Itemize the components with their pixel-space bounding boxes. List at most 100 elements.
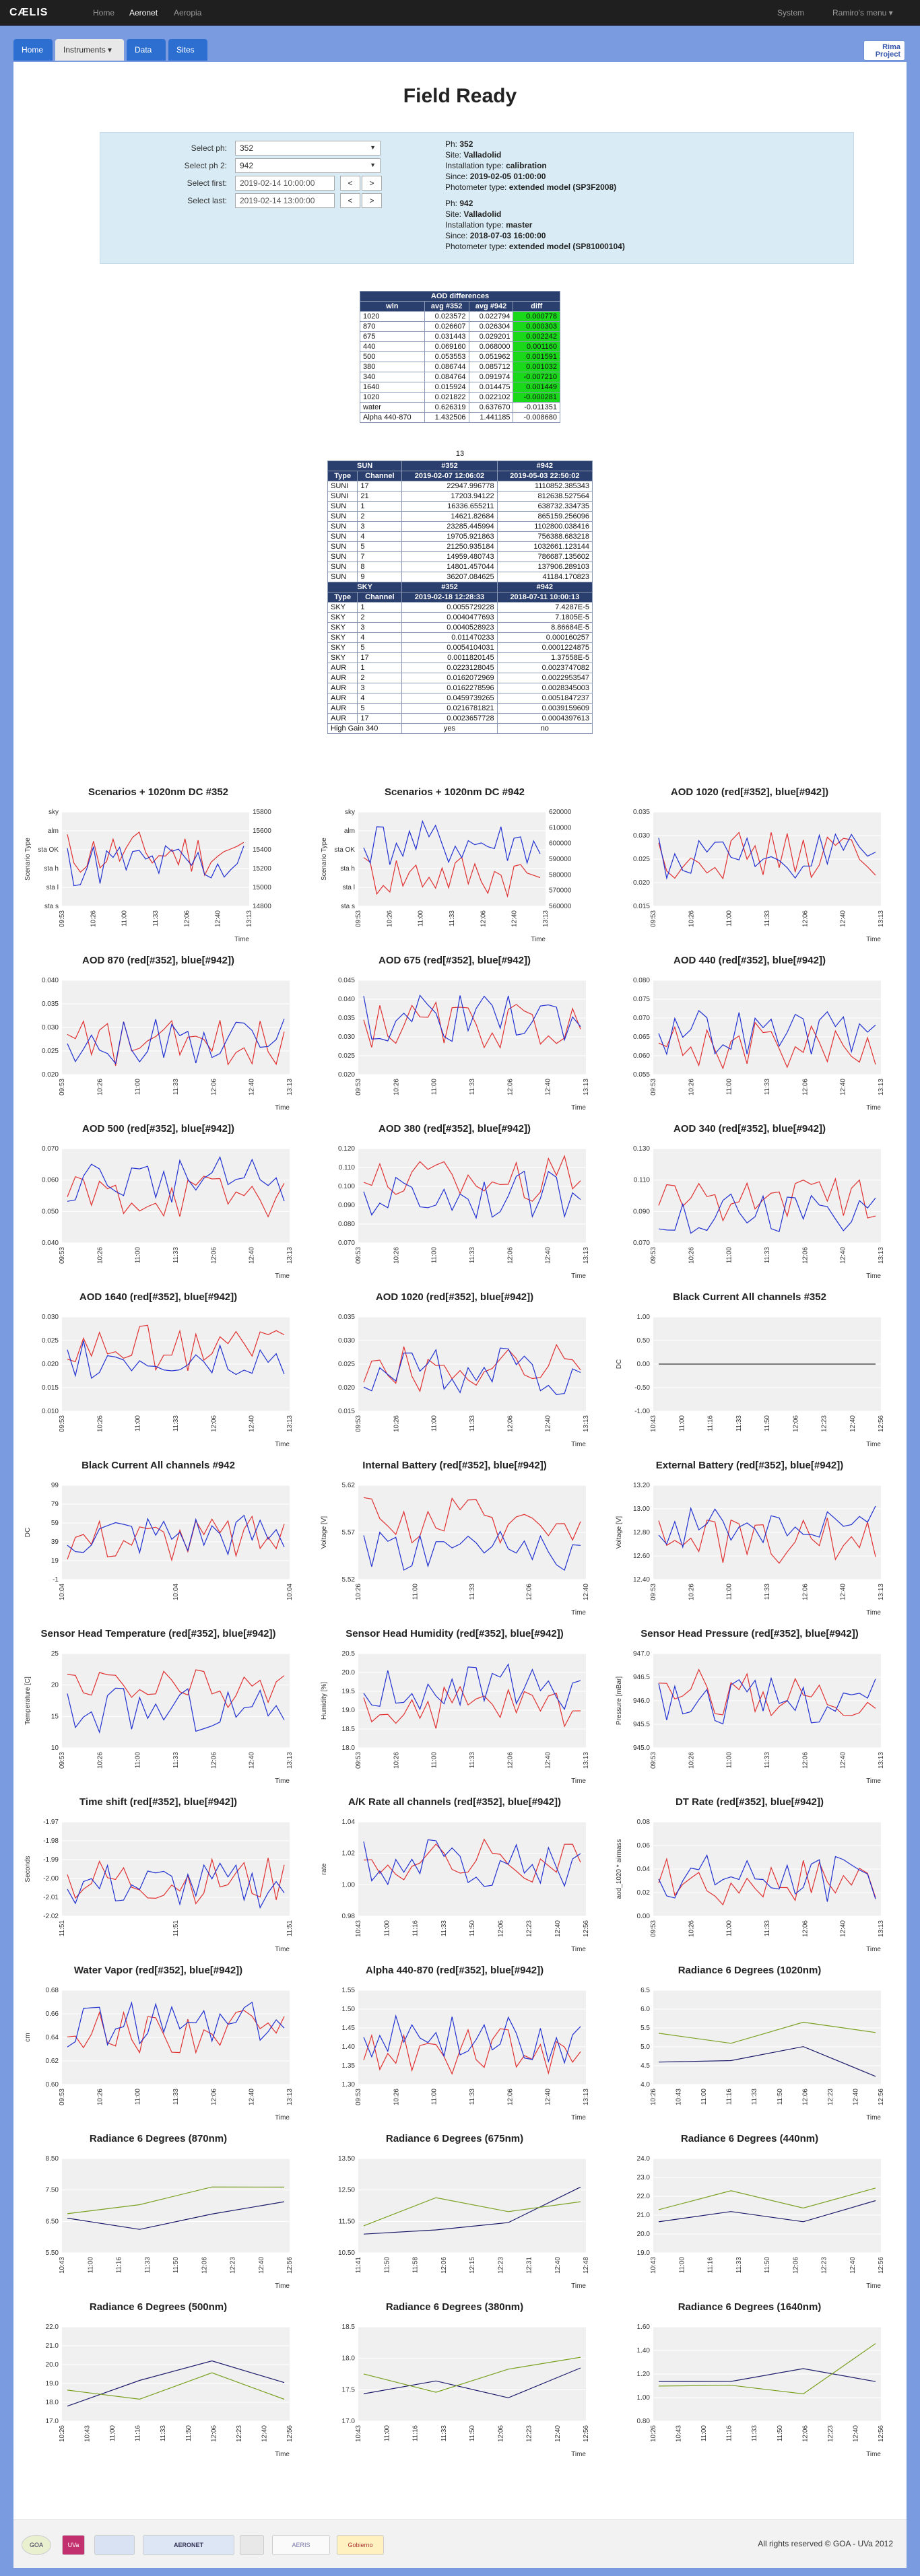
table-row: SUN 5 21250.935184 1032661.123144 <box>327 541 593 552</box>
x-tick-label: 09:53 <box>355 910 362 927</box>
y-tick-label: 0.66 <box>46 2010 59 2018</box>
column-header: #352 <box>401 461 498 471</box>
table-cell: 500 <box>360 351 425 362</box>
tab-home[interactable]: Home <box>13 39 53 61</box>
y-tick-label: 4.0 <box>640 2081 650 2089</box>
series-line-942 <box>67 1862 285 1909</box>
table-cell: 0.001591 <box>513 351 560 362</box>
first-date-input[interactable]: 2019-02-14 10:00:00 <box>235 176 335 191</box>
copyright: All rights reserved © GOA - UVa 2012 <box>758 2539 893 2548</box>
table-row: SKY 4 0.011470233 0.000160257 <box>327 632 593 643</box>
y-tick-label: 1.40 <box>342 2043 356 2051</box>
x-tick-label: 10:26 <box>355 1584 362 1600</box>
series-line-352 <box>67 1669 285 1709</box>
series-line-942 <box>658 1676 876 1725</box>
tab-sites[interactable]: Sites <box>168 39 207 61</box>
table-cell: 865159.256096 <box>496 511 593 522</box>
y-tick-label: 1.40 <box>637 2347 651 2354</box>
ph2-select[interactable]: 942 ▼ <box>235 158 381 173</box>
table-row: AUR 17 0.0023657728 0.0004397613 <box>327 713 593 724</box>
x-axis-label: Time <box>571 2451 586 2458</box>
column-header: Channel <box>357 592 403 603</box>
table-cell: 3 <box>357 683 403 693</box>
last-date-input[interactable]: 2019-02-14 13:00:00 <box>235 193 335 208</box>
caelis-logo[interactable]: CÆLIS <box>9 7 48 18</box>
tab-instruments[interactable]: Instruments ▾ <box>55 39 124 61</box>
nav-home-link[interactable]: Home <box>93 8 115 18</box>
x-tick-label: 09:53 <box>59 1415 66 1432</box>
first-next-button[interactable]: > <box>362 176 382 191</box>
gobierno-logo: Gobierno <box>337 2535 384 2555</box>
nav-aeronet-link[interactable]: Aeronet <box>129 8 158 18</box>
y-tick-label: 10.50 <box>338 2249 355 2257</box>
chart-title: AOD 340 (red[#352], blue[#942]) <box>673 1123 826 1134</box>
table-row: SKY 17 0.0011820145 1.37558E-5 <box>327 652 593 663</box>
y-tick-label: 12.80 <box>633 1529 650 1536</box>
y-tick-label: 24.0 <box>637 2155 651 2163</box>
x-tick-label: 11:16 <box>412 2425 420 2442</box>
column-header: 2019-02-07 12:06:02 <box>401 471 498 481</box>
first-prev-button[interactable]: < <box>340 176 360 191</box>
series-line-352 <box>67 1019 285 1066</box>
x-tick-label: 09:53 <box>355 1752 362 1769</box>
table-row: SUNI 21 17203.94122 812638.527564 <box>327 491 593 502</box>
x-tick-label: 12:15 <box>469 2257 476 2274</box>
table-cell: 1110852.385343 <box>496 481 593 492</box>
table-cell: 4 <box>357 531 403 542</box>
x-tick-label: 09:53 <box>355 2089 362 2105</box>
y-tick-label: 13.50 <box>338 2155 355 2163</box>
series-line-352 <box>67 2360 285 2407</box>
tab-data[interactable]: Data <box>127 39 166 61</box>
last-next-button[interactable]: > <box>362 193 382 208</box>
x-tick-label: 10:26 <box>688 1079 695 1095</box>
plot-area <box>358 1149 586 1243</box>
chart-title: AOD 440 (red[#352], blue[#942]) <box>673 955 826 966</box>
column-header: wln <box>360 301 425 312</box>
table-title: SUN <box>327 461 403 471</box>
x-tick-label: 12:06 <box>497 1920 504 1937</box>
table-row: SKY 1 0.0055729228 7.4287E-5 <box>327 602 593 613</box>
y-tick-label: 0.030 <box>338 1033 355 1041</box>
nav-system-link[interactable]: System <box>777 8 805 18</box>
nav-aeropia-link[interactable]: Aeropia <box>174 8 202 18</box>
table-row: SUNI 17 22947.996778 1110852.385343 <box>327 481 593 492</box>
x-tick-label: 12:40 <box>215 910 222 927</box>
y-tick-label: 0.110 <box>634 1177 651 1184</box>
aod-count: 13 <box>455 450 465 458</box>
table-row: 1020 0.023572 0.022794 0.000778 <box>360 311 560 322</box>
chart-title: AOD 1640 (red[#352], blue[#942]) <box>79 1291 238 1303</box>
y-tick-label: 946.0 <box>633 1697 650 1705</box>
y-tick-label: 21.0 <box>46 2342 59 2350</box>
table-cell: 8.86684E-5 <box>496 622 593 633</box>
x-tick-label: 11:33 <box>469 1079 476 1095</box>
y2-tick-label: 620000 <box>549 809 572 816</box>
y-tick-label: alm <box>48 827 59 835</box>
x-tick-label: 09:53 <box>650 1247 657 1264</box>
table-cell: 0.0040528923 <box>401 622 498 633</box>
x-tick-label: 11:33 <box>172 1247 180 1264</box>
table-cell: 5 <box>357 642 403 653</box>
uva-logo: UVa <box>62 2535 85 2555</box>
x-tick-label: 11:33 <box>751 2425 758 2442</box>
chart: 6.5 6.0 5.5 5.0 4.5 4.010:26 10:43 11:00 11:16 11… <box>640 1987 885 2122</box>
series-line-352 <box>658 1857 876 1906</box>
y-tick-label: 18.5 <box>342 1726 356 1733</box>
last-prev-button[interactable]: < <box>340 193 360 208</box>
series-line-352 <box>363 1154 581 1202</box>
table-cell: 0.0162072969 <box>401 673 498 683</box>
x-tick-label: 11:33 <box>172 1079 180 1095</box>
table-cell: 1032661.123144 <box>496 541 593 552</box>
column-header: #942 <box>496 461 593 471</box>
table-row: 340 0.084764 0.091974 -0.007210 <box>360 372 560 382</box>
x-tick-label: 13:13 <box>542 910 550 927</box>
y-tick-label: 0.065 <box>633 1033 650 1041</box>
table-cell: SKY <box>327 642 358 653</box>
y-tick-label: 0.025 <box>42 1048 59 1055</box>
series-line-942 <box>658 2343 876 2395</box>
user-menu[interactable]: Ramiro's menu ▾ <box>832 8 893 18</box>
y-axis-label: rate <box>321 1863 328 1875</box>
y-tick-label: 5.62 <box>342 1482 356 1489</box>
ph-select[interactable]: 352 ▼ <box>235 141 381 156</box>
